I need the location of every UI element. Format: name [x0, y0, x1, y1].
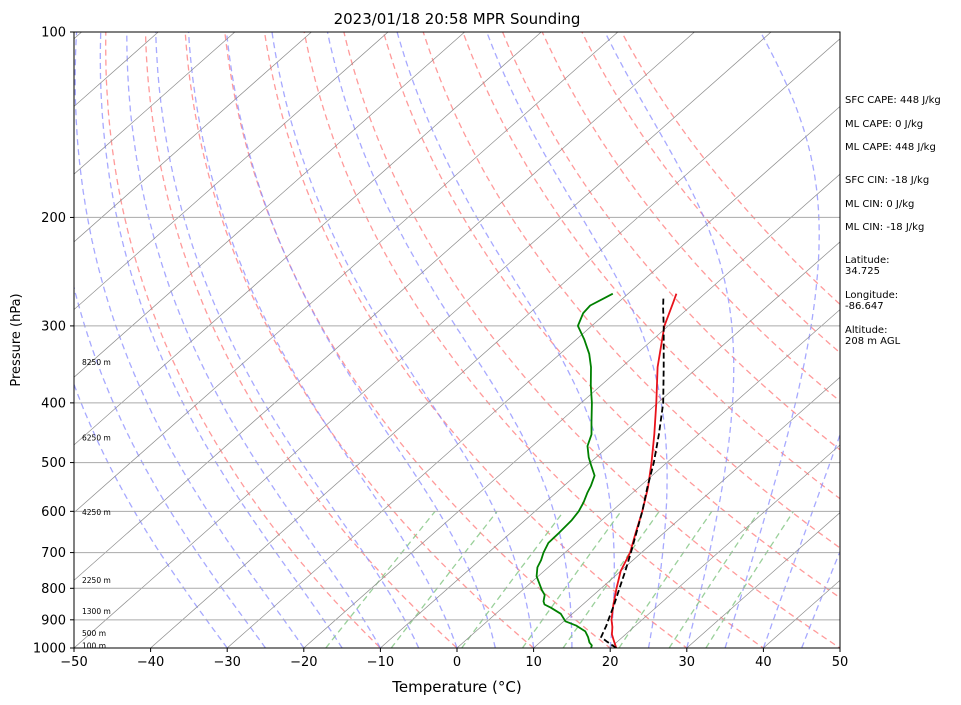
- x-tick-label: 50: [832, 655, 849, 670]
- height-label: 2250 m: [82, 576, 111, 585]
- dry-adiabat: [422, 32, 840, 549]
- height-label: 100 m: [82, 641, 106, 650]
- plot-frame: [73, 31, 841, 649]
- y-tick-label: 700: [41, 546, 66, 561]
- isotherm: [303, 173, 840, 648]
- moist-adiabat: [271, 32, 535, 648]
- y-tick-label: 400: [41, 396, 66, 411]
- isotherm: [380, 241, 840, 648]
- y-tick-label: 600: [41, 505, 66, 520]
- isotherm: [917, 32, 961, 648]
- dry-adiabat: [620, 32, 840, 306]
- dry-adiabat: [581, 32, 840, 354]
- y-tick-label: 100: [41, 26, 66, 41]
- sfc-cin: SFC CIN: -18 J/kg: [845, 175, 930, 186]
- mixing-ratio-line: [705, 510, 794, 648]
- x-tick-label: 40: [755, 655, 772, 670]
- chart-title: 2023/01/18 20:58 MPR Sounding: [334, 10, 581, 28]
- ml-cape-2: ML CAPE: 448 J/kg: [845, 142, 936, 153]
- isotherm: [226, 105, 840, 648]
- isotherm: [74, 32, 465, 378]
- y-tick-label: 200: [41, 211, 66, 226]
- dry-adiabat: [541, 32, 840, 403]
- y-tick-label: 300: [41, 319, 66, 334]
- y-tick-label: 800: [41, 582, 66, 597]
- ml-cape: ML CAPE: 0 J/kg: [845, 119, 924, 130]
- isotherm: [456, 309, 840, 648]
- series-group: [535, 292, 678, 648]
- isotherm: [74, 32, 695, 581]
- parcel-profile-line: [600, 297, 665, 648]
- sfc-cape: SFC CAPE: 448 J/kg: [845, 95, 941, 106]
- background-lines: [0, 32, 961, 648]
- isotherm: [74, 32, 542, 446]
- moist-adiabat: [74, 285, 267, 648]
- dry-adiabat: [184, 32, 535, 648]
- grid: [74, 216, 840, 621]
- x-tick-label: −40: [137, 655, 164, 670]
- x-tick-label: 0: [453, 655, 461, 670]
- dry-adiabat: [263, 32, 688, 648]
- isotherm: [74, 32, 312, 243]
- x-tick-label: −30: [213, 655, 240, 670]
- isotherm: [74, 32, 389, 311]
- ml-cin-2: ML CIN: -18 J/kg: [845, 222, 925, 233]
- moist-adiabat: [762, 432, 840, 648]
- moist-adiabat: [225, 32, 496, 648]
- height-label: 4250 m: [82, 508, 111, 517]
- isotherm: [150, 38, 840, 648]
- moist-adiabat: [396, 32, 615, 648]
- isotherm: [74, 32, 236, 175]
- ml-cin: ML CIN: 0 J/kg: [845, 199, 915, 210]
- height-label: 8250 m: [82, 358, 111, 367]
- longitude: Longitude: -86.647: [845, 290, 899, 312]
- moist-adiabat: [326, 32, 573, 648]
- height-label: 6250 m: [82, 433, 111, 442]
- x-tick-label: 20: [602, 655, 619, 670]
- dry-adiabat: [224, 32, 612, 648]
- x-tick-label: −50: [60, 655, 87, 670]
- x-axis-label: Temperature (°C): [391, 678, 521, 696]
- mixing-ratio-line: [461, 510, 565, 648]
- moist-adiabat: [724, 32, 820, 648]
- height-label: 1300 m: [82, 607, 111, 616]
- mixing-ratio-line: [325, 510, 436, 648]
- x-axis: −50 −40 −30 −20 −10 0 10 20 30 40 50: [60, 648, 848, 670]
- y-tick-label: 900: [41, 613, 66, 628]
- dry-adiabat: [382, 32, 840, 599]
- moist-adiabat: [126, 32, 381, 648]
- dewpoint-line: [535, 292, 614, 648]
- dry-adiabat: [303, 32, 765, 648]
- moist-adiabat: [74, 382, 228, 648]
- isotherm: [686, 512, 840, 648]
- isotherm: [74, 32, 772, 648]
- y-tick-label: 1000: [33, 642, 66, 657]
- height-labels: 100 m 500 m 1300 m 2250 m 4250 m 6250 m 8250 m: [82, 358, 111, 650]
- x-tick-label: −20: [290, 655, 317, 670]
- moist-adiabat: [99, 32, 343, 648]
- isotherm: [0, 32, 5, 648]
- dry-adiabat: [144, 32, 458, 648]
- moist-adiabat: [486, 32, 668, 648]
- x-tick-label: 10: [525, 655, 542, 670]
- height-label: 500 m: [82, 629, 106, 638]
- altitude: Altitude: 208 m AGL: [845, 325, 901, 347]
- isotherm: [533, 376, 840, 648]
- x-tick-label: −10: [367, 655, 394, 670]
- isotherm: [74, 32, 619, 514]
- isotherm: [609, 444, 840, 648]
- y-axis-label: Pressure (hPa): [9, 293, 24, 386]
- dry-adiabat: [105, 32, 382, 648]
- x-tick-label: 30: [679, 655, 696, 670]
- mixing-ratio-line: [390, 510, 498, 648]
- latitude: Latitude: 34.725: [845, 255, 890, 277]
- moist-adiabat: [187, 32, 458, 648]
- moist-adiabat: [74, 32, 305, 648]
- y-tick-label: 500: [41, 456, 66, 471]
- y-axis: 100 200 300 400 500 600 700 800 900 1000: [33, 26, 74, 657]
- moist-adiabat: [155, 32, 420, 648]
